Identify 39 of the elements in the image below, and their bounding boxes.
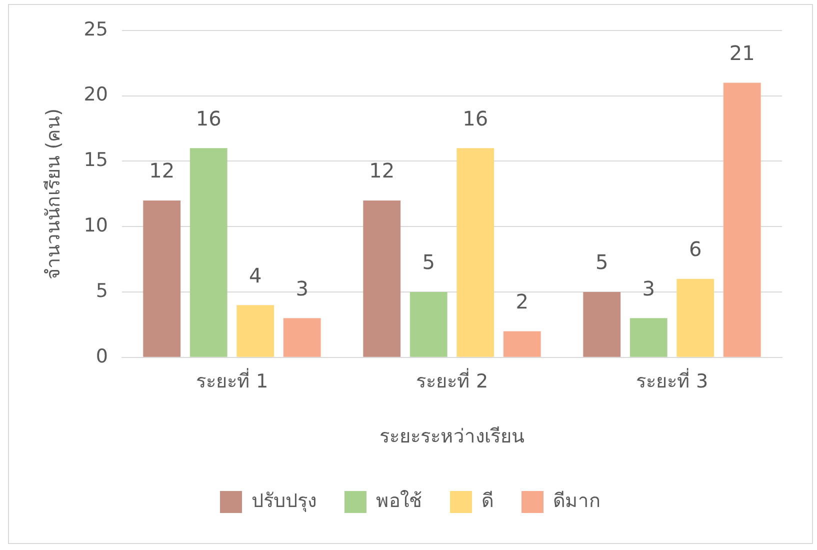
legend-label: พอใช้ — [376, 490, 422, 512]
bar — [676, 278, 714, 357]
y-tick-label: 25 — [84, 18, 108, 40]
data-label: 3 — [296, 276, 308, 300]
data-label: 21 — [729, 40, 755, 65]
y-tick-label: 5 — [96, 280, 108, 302]
x-tick-label: ระยะที่ 3 — [636, 368, 708, 393]
bar — [283, 318, 321, 357]
data-label: 5 — [422, 250, 435, 274]
data-label: 6 — [689, 237, 702, 262]
y-tick-label: 15 — [84, 149, 108, 172]
x-axis-title: ระยะระหว่างเรียน — [379, 426, 524, 448]
bar — [236, 305, 274, 357]
bar — [363, 200, 401, 357]
x-tick-label: ระยะที่ 2 — [416, 368, 488, 393]
bar — [456, 148, 494, 357]
bar — [410, 292, 448, 357]
data-label: 2 — [516, 289, 528, 314]
bar — [190, 148, 228, 357]
bar — [503, 331, 541, 357]
y-axis-title: จำนวนนักเรียน (คน) — [42, 108, 64, 280]
bar — [143, 200, 181, 357]
bar — [723, 82, 761, 357]
data-label: 3 — [642, 276, 655, 300]
data-label: 5 — [596, 250, 608, 274]
y-tick-label: 10 — [84, 214, 108, 237]
y-tick-label: 20 — [84, 84, 108, 106]
legend-label: ปรับปรุง — [252, 490, 316, 513]
legend-label: ดี — [482, 490, 494, 512]
y-tick-label: 0 — [96, 345, 108, 368]
data-label: 4 — [248, 263, 262, 288]
legend-label: ดีมาก — [553, 490, 601, 512]
x-tick-label: ระยะที่ 1 — [196, 368, 268, 393]
data-label: 16 — [462, 106, 488, 130]
bar — [630, 318, 668, 357]
data-label: 16 — [196, 106, 222, 130]
data-label: 12 — [369, 158, 395, 183]
data-label: 12 — [149, 158, 175, 183]
bar — [583, 292, 621, 357]
